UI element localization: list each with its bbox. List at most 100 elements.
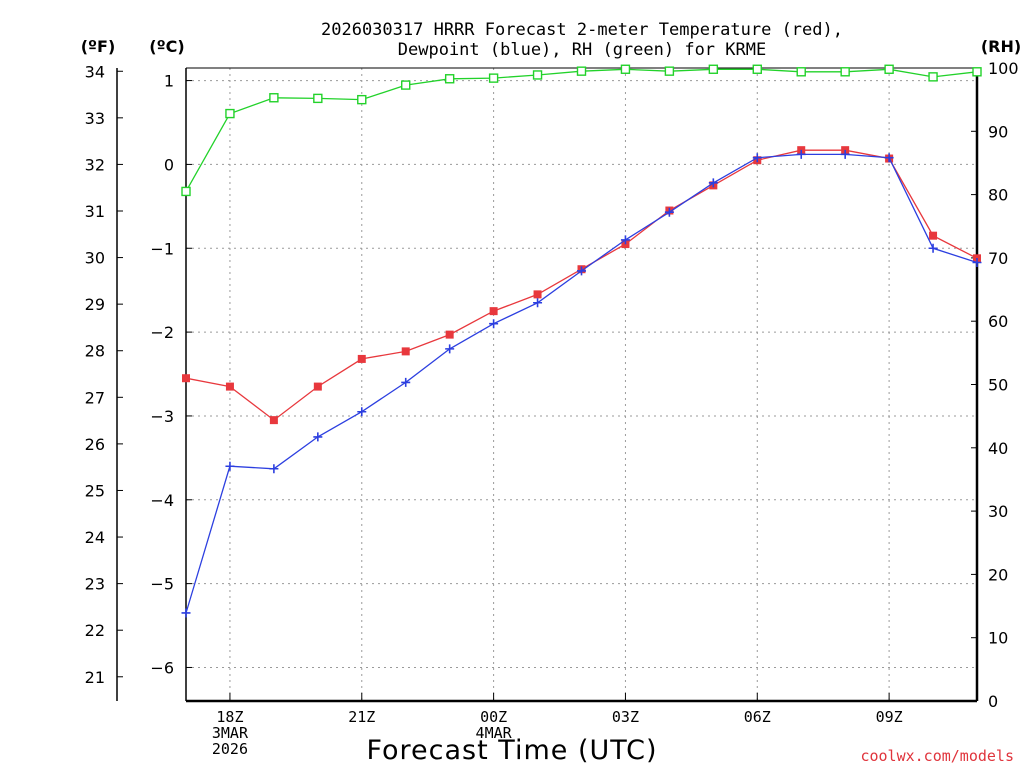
chart-title-line1: 2026030317 HRRR Forecast 2-meter Tempera… — [321, 20, 843, 40]
fahrenheit-tick-label: 31 — [85, 202, 105, 221]
fahrenheit-tick-label: 22 — [85, 621, 105, 640]
dewpoint-point — [577, 266, 586, 276]
dewpoint-point — [620, 235, 630, 245]
rh-tick-label: 70 — [988, 249, 1008, 268]
temperature-point — [269, 416, 278, 425]
celsius-tick-label: −1 — [150, 239, 174, 258]
fahrenheit-tick-label: 25 — [85, 481, 105, 500]
rh-point — [972, 67, 982, 77]
time-tick-label: 06Z — [744, 708, 771, 726]
dewpoint-line — [185, 153, 978, 614]
fahrenheit-tick-label: 21 — [85, 668, 105, 687]
fahrenheit-tick-label: 30 — [85, 249, 105, 268]
chart-title-line2: Dewpoint (blue), RH (green) for KRME — [398, 40, 766, 60]
dewpoint-point — [181, 608, 191, 618]
rh-tick-label: 80 — [988, 186, 1008, 205]
dewpoint-point — [796, 149, 806, 159]
axes — [185, 67, 979, 703]
dewpoint-point — [225, 461, 235, 471]
dewpoint-point — [533, 298, 543, 308]
dewpoint-point — [269, 464, 279, 474]
data-series — [181, 64, 982, 618]
rh-point — [708, 64, 719, 74]
celsius-unit-label: (ºC) — [149, 37, 184, 56]
fahrenheit-tick-label: 27 — [85, 388, 105, 407]
fahrenheit-tick-label: 32 — [85, 155, 105, 174]
time-tick-label: 18Z — [216, 708, 243, 726]
rh-point — [884, 64, 894, 74]
dewpoint-point — [445, 344, 455, 354]
rh-point — [181, 186, 191, 197]
rh-tick-label: 50 — [988, 376, 1008, 395]
dewpoint-point — [884, 153, 894, 163]
fahrenheit-tick-label: 26 — [85, 435, 105, 454]
rh-point — [620, 64, 631, 74]
time-tick-label: 2026 — [212, 740, 248, 758]
dewpoint-point — [313, 432, 323, 442]
credit-label: coolwx.com/models — [860, 747, 1014, 765]
rh-point — [928, 72, 938, 82]
rh-point — [313, 93, 323, 104]
temperature-point — [445, 330, 454, 339]
dewpoint-point — [928, 243, 938, 253]
temperature-point — [182, 374, 190, 383]
temperature-point — [533, 290, 542, 299]
celsius-axis: 1 0 −1 −2 −3 −4 −5 −6 — [150, 72, 192, 677]
rh-tick-label: 100 — [988, 59, 1019, 78]
celsius-tick-label: 1 — [164, 72, 174, 91]
temperature-point — [313, 382, 322, 391]
rh-tick-label: 10 — [988, 629, 1008, 648]
celsius-tick-label: −2 — [150, 323, 174, 342]
dewpoint-point — [708, 178, 718, 188]
dewpoint-point — [489, 319, 499, 329]
rh-point — [401, 80, 411, 90]
rh-point — [752, 64, 762, 74]
rh-line — [185, 68, 978, 192]
time-tick-label: 3MAR — [212, 724, 249, 742]
rh-point — [532, 70, 543, 80]
rh-point — [840, 67, 850, 77]
rh-series — [181, 64, 982, 197]
rh-point — [444, 74, 455, 84]
fahrenheit-tick-label: 23 — [85, 575, 105, 594]
dewpoint-point — [752, 153, 762, 163]
time-tick-label: 21Z — [348, 708, 375, 726]
dewpoint-series — [181, 149, 982, 618]
temperature-line — [185, 149, 978, 421]
dewpoint-point — [401, 377, 411, 387]
temperature-point — [225, 382, 234, 391]
gridlines — [186, 68, 977, 701]
rh-point — [225, 108, 235, 119]
celsius-tick-label: −5 — [150, 575, 174, 594]
celsius-tick-label: −6 — [150, 658, 174, 677]
rh-tick-label: 20 — [988, 565, 1008, 584]
rh-tick-label: 0 — [988, 692, 998, 711]
rh-tick-label: 40 — [988, 439, 1008, 458]
dewpoint-point — [664, 207, 674, 217]
celsius-tick-label: 0 — [164, 155, 174, 174]
time-tick-label: 09Z — [876, 708, 903, 726]
celsius-tick-label: −4 — [150, 491, 174, 510]
dewpoint-point — [357, 407, 367, 417]
time-tick-label: 03Z — [612, 708, 639, 726]
dewpoint-point — [840, 149, 850, 159]
fahrenheit-unit-label: (ºF) — [81, 37, 116, 56]
time-tick-label: 00Z — [480, 708, 507, 726]
temperature-series — [182, 146, 981, 425]
fahrenheit-tick-label: 24 — [85, 528, 105, 547]
rh-point — [269, 93, 279, 103]
rh-unit-label: (RH) — [981, 37, 1021, 56]
fahrenheit-tick-label: 33 — [85, 109, 105, 128]
rh-point — [488, 73, 499, 83]
fahrenheit-axis: 34 33 32 31 30 29 28 27 26 25 24 23 22 21 — [85, 62, 123, 701]
time-tick-label: 4MAR — [476, 724, 513, 742]
rh-point — [664, 66, 675, 76]
dewpoint-point — [972, 258, 982, 268]
fahrenheit-tick-label: 28 — [85, 342, 105, 361]
rh-point — [576, 66, 587, 76]
celsius-tick-label: −3 — [150, 407, 174, 426]
fahrenheit-tick-label: 29 — [85, 295, 105, 314]
